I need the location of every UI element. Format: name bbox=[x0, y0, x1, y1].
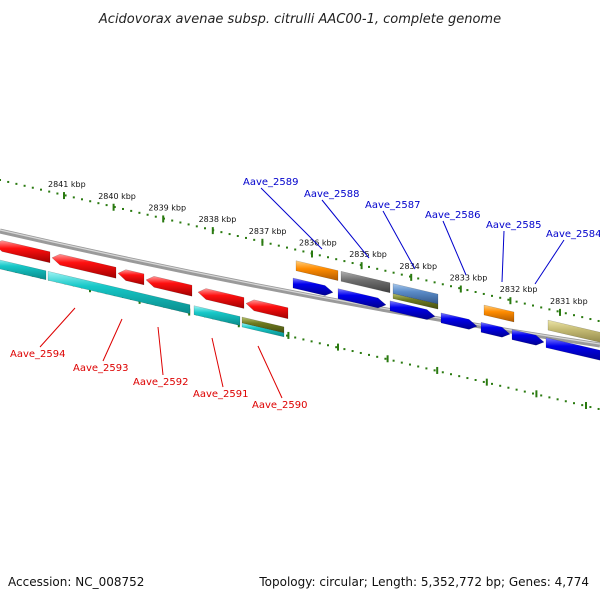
leader-line-plus bbox=[321, 199, 370, 259]
leader-line-plus bbox=[534, 239, 565, 285]
leader-line-plus bbox=[442, 220, 467, 276]
leader-line-minus bbox=[39, 307, 76, 348]
gene-minus-red-3[interactable] bbox=[145, 276, 193, 297]
scale-line-upper bbox=[0, 179, 600, 322]
gene-label-Aave_2584[interactable]: Aave_2584 bbox=[546, 229, 600, 240]
map-body: 2841 kbp 2840 kbp 2839 kbp 2838 kbp 2837 kbp… bbox=[0, 177, 600, 411]
genome-title: Acidovorax avenae subsp. citrulli AAC00-… bbox=[98, 12, 501, 27]
gene-minus-row2-cyan-under[interactable] bbox=[241, 322, 285, 338]
gene-minus-red-1[interactable] bbox=[51, 253, 117, 279]
tick-label-2833: 2833 kbp bbox=[450, 274, 488, 283]
tick-label-2837: 2837 kbp bbox=[249, 227, 287, 236]
gene-minus-red-4[interactable] bbox=[197, 288, 245, 309]
gene-label-Aave_2588[interactable]: Aave_2588 bbox=[304, 189, 360, 200]
gene-plus-top-4[interactable] bbox=[547, 319, 600, 344]
leader-line-minus bbox=[157, 326, 164, 376]
tick-label-2841: 2841 kbp bbox=[48, 180, 86, 189]
tick-label-2834: 2834 kbp bbox=[399, 262, 437, 271]
tick-label-2839: 2839 kbp bbox=[148, 203, 186, 212]
gene-minus-red-5[interactable] bbox=[245, 299, 289, 320]
gene-minus-row2-2[interactable] bbox=[193, 305, 241, 326]
tick-label-2832: 2832 kbp bbox=[500, 285, 538, 294]
gene-plus-blue-2[interactable] bbox=[389, 300, 436, 320]
leader-line-plus bbox=[501, 230, 505, 283]
gene-minus-row2-1[interactable] bbox=[47, 270, 191, 315]
leader-line-minus bbox=[211, 337, 224, 388]
gene-label-Aave_2592[interactable]: Aave_2592 bbox=[133, 377, 189, 388]
gene-label-Aave_2589[interactable]: Aave_2589 bbox=[243, 177, 299, 188]
tick-label-2840: 2840 kbp bbox=[98, 192, 136, 201]
gene-plus-top-olive-under[interactable] bbox=[392, 293, 439, 310]
gene-label-Aave_2587[interactable]: Aave_2587 bbox=[365, 200, 421, 211]
gene-label-Aave_2594[interactable]: Aave_2594 bbox=[10, 349, 66, 360]
gene-minus-red-2[interactable] bbox=[117, 269, 145, 286]
gene-plus-blue-0[interactable] bbox=[292, 277, 334, 296]
gene-label-Aave_2593[interactable]: Aave_2593 bbox=[73, 363, 129, 374]
gene-minus-row2-0[interactable] bbox=[0, 259, 47, 281]
leader-line-plus bbox=[260, 187, 323, 250]
gene-label-Aave_2590[interactable]: Aave_2590 bbox=[252, 400, 308, 411]
leader-line-minus bbox=[257, 345, 283, 399]
gene-plus-blue-5[interactable] bbox=[511, 329, 545, 346]
gene-plus-blue-3[interactable] bbox=[440, 312, 478, 330]
gene-plus-top-3[interactable] bbox=[483, 304, 515, 323]
gene-label-Aave_2586[interactable]: Aave_2586 bbox=[425, 210, 481, 221]
accession-text: Accession: NC_008752 bbox=[8, 575, 144, 589]
tick-label-2838: 2838 kbp bbox=[199, 215, 237, 224]
tick-label-2831: 2831 kbp bbox=[550, 297, 588, 306]
gene-label-Aave_2591[interactable]: Aave_2591 bbox=[193, 389, 249, 400]
leader-line-plus bbox=[382, 210, 416, 270]
tick-label-2835: 2835 kbp bbox=[349, 250, 387, 259]
gene-label-Aave_2585[interactable]: Aave_2585 bbox=[486, 220, 542, 231]
gene-plus-blue-6[interactable] bbox=[545, 337, 600, 362]
leader-line-minus bbox=[102, 318, 123, 362]
gene-minus-red-0[interactable] bbox=[0, 240, 51, 264]
gene-plus-blue-1[interactable] bbox=[337, 288, 387, 309]
topology-text: Topology: circular; Length: 5,352,772 bp… bbox=[258, 575, 589, 589]
gene-plus-top-1[interactable] bbox=[340, 270, 391, 294]
tick-label-2836: 2836 kbp bbox=[299, 238, 337, 247]
gene-plus-blue-4[interactable] bbox=[480, 321, 511, 338]
gene-plus-top-0[interactable] bbox=[295, 260, 339, 281]
